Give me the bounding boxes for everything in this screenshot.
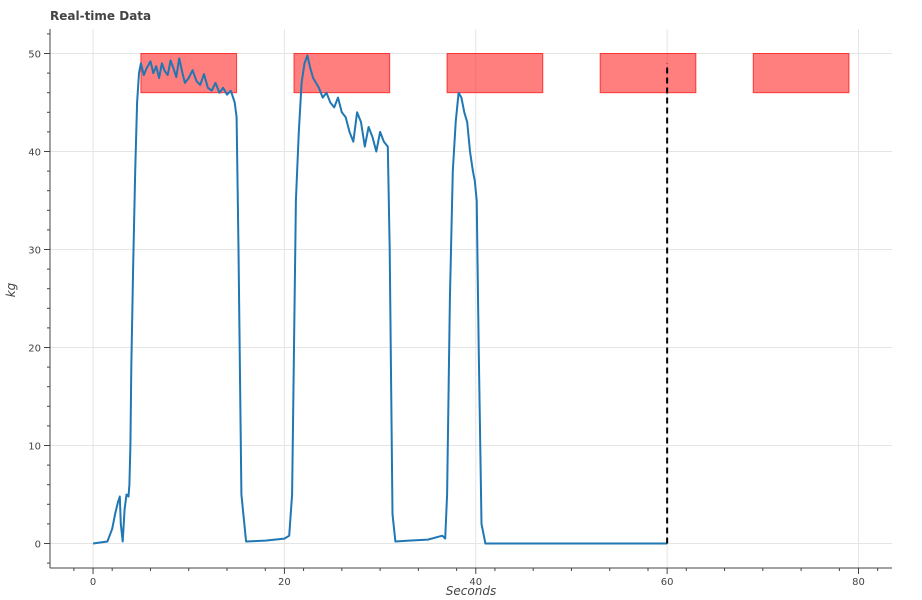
series-layer [92, 54, 668, 545]
y-tick-label-30: 30 [28, 246, 41, 257]
target-band-5 [752, 53, 850, 94]
x-tick-label-40: 40 [469, 577, 482, 588]
target-bands [140, 53, 850, 94]
x-tick-label-80: 80 [852, 577, 865, 588]
series-line-1 [92, 54, 668, 545]
y-tick-label-10: 10 [28, 442, 41, 453]
y-tick-label-0: 0 [35, 540, 41, 551]
y-axis-label: kg [4, 282, 18, 297]
y-tick-label-40: 40 [28, 148, 41, 159]
axes [44, 29, 892, 574]
x-tick-label-60: 60 [661, 577, 674, 588]
y-tick-label-50: 50 [28, 50, 41, 61]
x-tick-label-0: 0 [90, 577, 96, 588]
chart-title: Real-time Data [50, 9, 151, 23]
x-axis-label: Seconds [446, 584, 496, 598]
y-tick-label-20: 20 [28, 344, 41, 355]
target-band-1 [140, 53, 238, 94]
grid-lines [50, 29, 892, 568]
target-band-2 [293, 53, 391, 94]
tick-labels: 0 20 40 60 80 0 10 20 30 40 50 [28, 50, 865, 589]
x-tick-label-20: 20 [278, 577, 291, 588]
target-band-4 [599, 53, 697, 94]
target-band-3 [446, 53, 544, 94]
